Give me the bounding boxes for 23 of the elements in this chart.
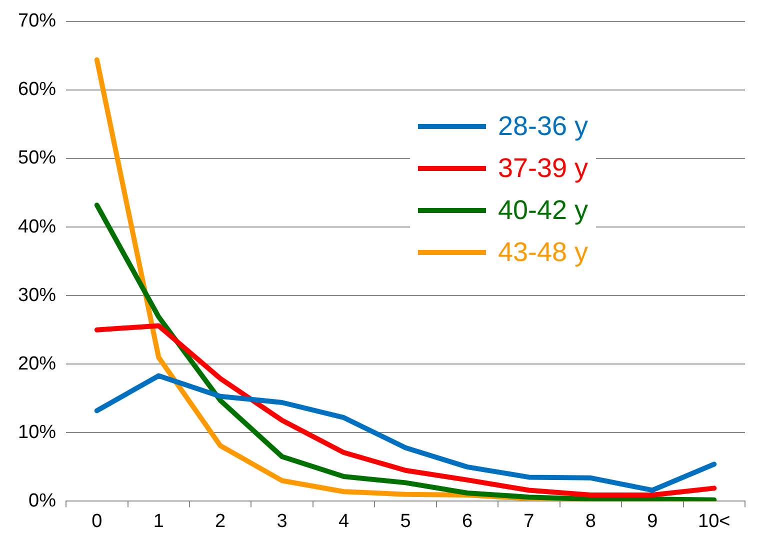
x-tick-label: 8 bbox=[585, 510, 596, 532]
y-tick-label: 20% bbox=[18, 353, 56, 374]
x-tick-label: 6 bbox=[462, 510, 473, 532]
y-tick-label: 70% bbox=[18, 10, 56, 32]
legend-label: 40-42 y bbox=[498, 194, 588, 228]
x-tick-label: 10< bbox=[698, 510, 730, 532]
legend-label: 37-39 y bbox=[498, 152, 588, 186]
x-tick-label: 9 bbox=[647, 510, 658, 532]
legend-label: 43-48 y bbox=[498, 236, 588, 270]
y-tick-label: 40% bbox=[18, 216, 56, 238]
x-tick-label: 2 bbox=[215, 510, 226, 532]
x-tick-label: 4 bbox=[338, 510, 350, 532]
y-tick-label: 30% bbox=[18, 284, 56, 306]
y-tick-label: 10% bbox=[18, 422, 56, 443]
y-tick-label: 60% bbox=[18, 79, 56, 100]
x-tick-label: 5 bbox=[400, 510, 411, 532]
x-tick-label: 0 bbox=[92, 510, 102, 532]
x-tick-label: 1 bbox=[153, 510, 164, 532]
x-tick-label: 7 bbox=[524, 510, 534, 532]
y-tick-label: 50% bbox=[18, 148, 56, 169]
y-tick-label: 0% bbox=[28, 490, 56, 512]
x-tick-label: 3 bbox=[276, 510, 288, 532]
legend-label: 28-36 y bbox=[498, 110, 588, 144]
